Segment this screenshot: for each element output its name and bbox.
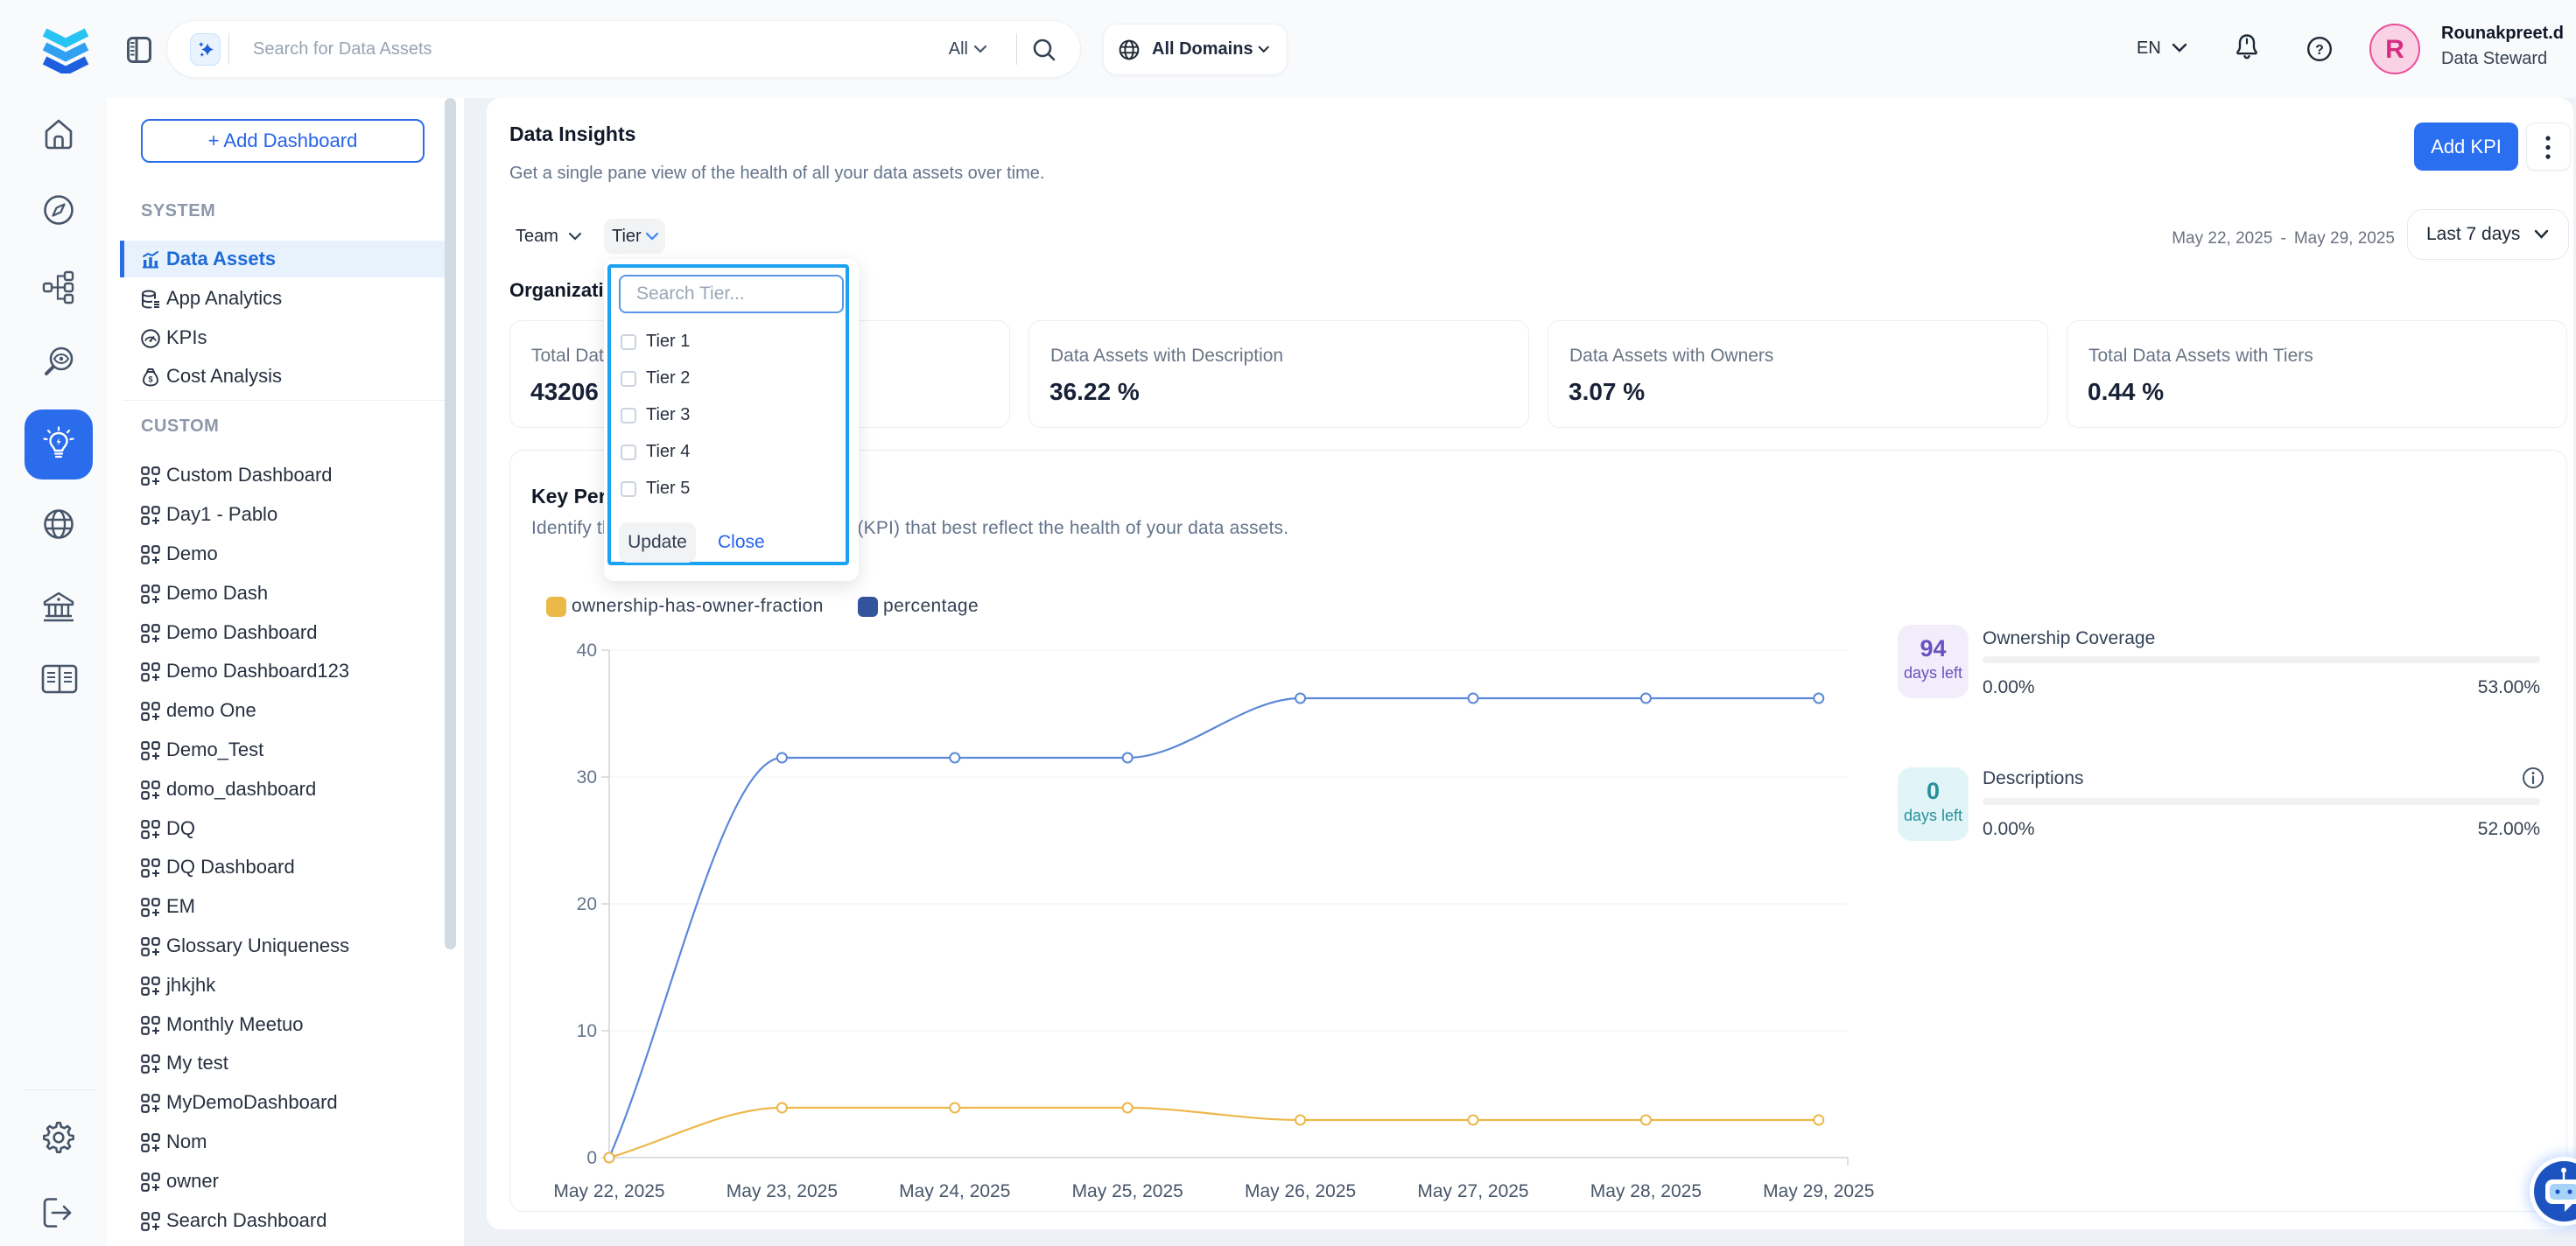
svg-text:May 22, 2025: May 22, 2025 <box>553 1181 664 1201</box>
svg-text:?: ? <box>2315 43 2324 58</box>
svg-text:May 23, 2025: May 23, 2025 <box>726 1181 838 1201</box>
svg-text:30: 30 <box>577 767 597 788</box>
svg-text:0: 0 <box>586 1148 597 1168</box>
svg-text:May 24, 2025: May 24, 2025 <box>899 1181 1010 1201</box>
svg-text:May 25, 2025: May 25, 2025 <box>1072 1181 1183 1201</box>
svg-text:10: 10 <box>577 1021 597 1041</box>
svg-text:$: $ <box>148 375 152 384</box>
svg-text:May 26, 2025: May 26, 2025 <box>1245 1181 1356 1201</box>
svg-text:May 28, 2025: May 28, 2025 <box>1590 1181 1702 1201</box>
svg-text:May 27, 2025: May 27, 2025 <box>1417 1181 1528 1201</box>
svg-text:May 29, 2025: May 29, 2025 <box>1763 1181 1874 1201</box>
svg-text:40: 40 <box>577 640 597 661</box>
svg-text:20: 20 <box>577 894 597 914</box>
